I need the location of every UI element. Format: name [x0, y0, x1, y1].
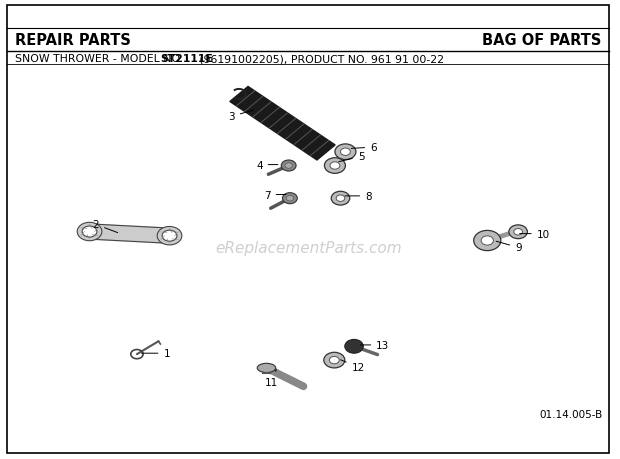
Text: 01.14.005-B: 01.14.005-B — [540, 409, 603, 419]
Text: ST2111E: ST2111E — [161, 54, 213, 64]
Circle shape — [324, 158, 345, 174]
Circle shape — [286, 196, 294, 202]
Circle shape — [336, 196, 345, 202]
Circle shape — [281, 161, 296, 172]
Text: 3: 3 — [228, 111, 254, 122]
Polygon shape — [89, 224, 170, 244]
Polygon shape — [230, 87, 335, 161]
Text: 7: 7 — [264, 190, 286, 200]
Circle shape — [509, 225, 528, 239]
Text: BAG OF PARTS: BAG OF PARTS — [482, 33, 601, 48]
Text: 2: 2 — [92, 220, 118, 233]
Text: SNOW THROWER - MODEL NO.: SNOW THROWER - MODEL NO. — [16, 54, 187, 64]
Ellipse shape — [257, 364, 276, 373]
Circle shape — [345, 340, 363, 353]
Text: 6: 6 — [352, 143, 377, 153]
Text: 4: 4 — [256, 160, 278, 170]
Text: 5: 5 — [339, 152, 365, 162]
Text: 13: 13 — [361, 340, 389, 350]
Text: eReplacementParts.com: eReplacementParts.com — [215, 241, 402, 255]
Circle shape — [514, 229, 523, 235]
Text: 11: 11 — [265, 369, 278, 387]
Circle shape — [285, 163, 293, 169]
Circle shape — [335, 145, 356, 160]
Text: 8: 8 — [345, 191, 372, 202]
Text: 12: 12 — [340, 360, 365, 372]
Circle shape — [329, 357, 339, 364]
Circle shape — [330, 162, 340, 170]
Circle shape — [340, 149, 350, 156]
Circle shape — [283, 193, 298, 204]
Circle shape — [78, 223, 102, 241]
Text: 10: 10 — [520, 229, 550, 239]
Text: REPAIR PARTS: REPAIR PARTS — [16, 33, 131, 48]
Circle shape — [162, 231, 177, 242]
Text: 1: 1 — [141, 348, 170, 358]
Circle shape — [331, 192, 350, 206]
Text: (96191002205), PRODUCT NO. 961 91 00-22: (96191002205), PRODUCT NO. 961 91 00-22 — [196, 54, 444, 64]
Circle shape — [324, 353, 345, 368]
Text: 9: 9 — [496, 242, 521, 253]
Circle shape — [82, 226, 97, 237]
Circle shape — [157, 227, 182, 246]
Circle shape — [474, 231, 501, 251]
Circle shape — [481, 236, 494, 246]
